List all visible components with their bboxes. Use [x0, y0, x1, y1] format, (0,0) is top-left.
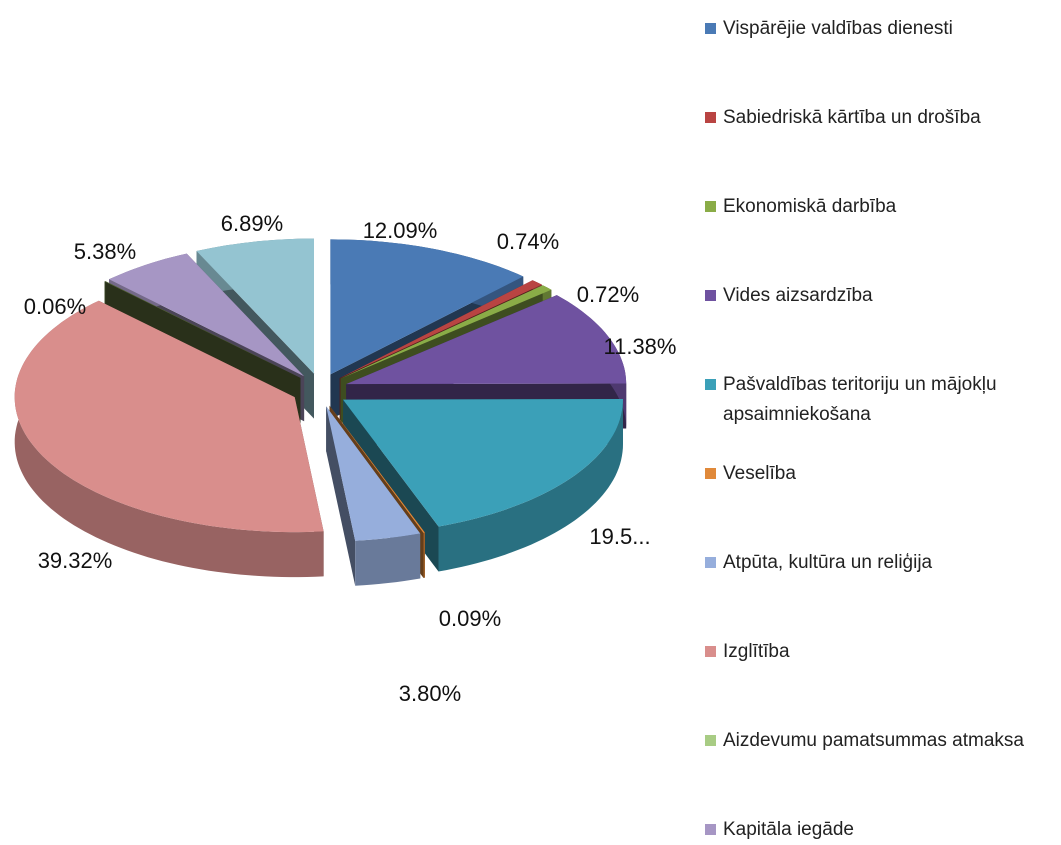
- data-label: 5.38%: [74, 239, 136, 264]
- slice-side: [438, 399, 623, 572]
- slice: [14, 300, 324, 533]
- legend-label: Kapitāla iegāde: [723, 819, 854, 840]
- legend-label: Vispārējie valdības dienesti: [723, 18, 953, 39]
- slice: [196, 238, 314, 374]
- slice-side: [14, 300, 324, 578]
- legend-item: Atpūta, kultūra un reliģija: [705, 548, 1055, 578]
- legend-item: Ekonomiskā darbība: [705, 192, 1055, 222]
- slice: [104, 281, 301, 378]
- legend-label: Atpūta, kultūra un reliģija: [723, 552, 933, 573]
- pie-chart: 12.09% 0.74% 0.72% 11.38% 19.5... 0.09% 3.80% 3…: [14, 211, 677, 706]
- slice-wall: [326, 406, 356, 586]
- data-label: 12.09%: [363, 218, 438, 243]
- legend-item: Veselība: [705, 459, 1055, 489]
- legend-label: Ekonomiskā darbība: [723, 196, 897, 217]
- legend-label: Sabiedriskā kārtība un drošība: [723, 107, 981, 128]
- data-label: 39.32%: [38, 548, 113, 573]
- legend-swatch: [705, 290, 716, 301]
- slice: [343, 399, 623, 527]
- legend-label: Pašvaldības teritoriju un mājokļu apsaim…: [723, 374, 997, 425]
- legend-label: Vides aizsardzība: [723, 285, 873, 306]
- data-label: 0.09%: [439, 606, 501, 631]
- legend-item: Sabiedriskā kārtība un drošība: [705, 103, 1055, 133]
- slice-side: [423, 532, 425, 578]
- legend-item: Kapitāla iegāde: [705, 815, 1055, 845]
- slice: [330, 239, 524, 375]
- legend-swatch: [705, 557, 716, 568]
- legend-item: Vispārējie valdības dienesti: [705, 14, 1055, 44]
- legend-swatch: [705, 112, 716, 123]
- legend-swatch: [705, 824, 716, 835]
- legend-swatch: [705, 379, 716, 390]
- data-label: 6.89%: [221, 211, 283, 236]
- data-label: 0.74%: [497, 229, 559, 254]
- slice: [329, 405, 425, 533]
- legend-swatch: [705, 23, 716, 34]
- legend-item: Pašvaldības teritoriju un mājokļu apsaim…: [705, 370, 1055, 430]
- data-label: 0.72%: [577, 282, 639, 307]
- legend-swatch: [705, 201, 716, 212]
- legend-item: Vides aizsardzība: [705, 281, 1055, 311]
- data-label: 19.5...: [589, 524, 650, 549]
- legend-label: Izglītība: [723, 641, 790, 662]
- data-label: 3.80%: [399, 681, 461, 706]
- legend-item: Izglītība: [705, 637, 1055, 667]
- slice: [346, 295, 627, 385]
- slice: [339, 280, 542, 379]
- legend-swatch: [705, 646, 716, 657]
- slice: [340, 285, 552, 379]
- legend-swatch: [705, 468, 716, 479]
- slice: [109, 253, 305, 377]
- slice-side: [355, 533, 421, 586]
- legend-swatch: [705, 735, 716, 746]
- legend-label: Aizdevumu pamatsummas atmaksa: [723, 730, 1024, 751]
- legend-label: Veselība: [723, 463, 796, 484]
- data-label: 11.38%: [604, 334, 677, 359]
- slice: [326, 406, 421, 541]
- legend-item: Aizdevumu pamatsummas atmaksa: [705, 726, 1055, 756]
- data-label: 0.06%: [24, 294, 86, 319]
